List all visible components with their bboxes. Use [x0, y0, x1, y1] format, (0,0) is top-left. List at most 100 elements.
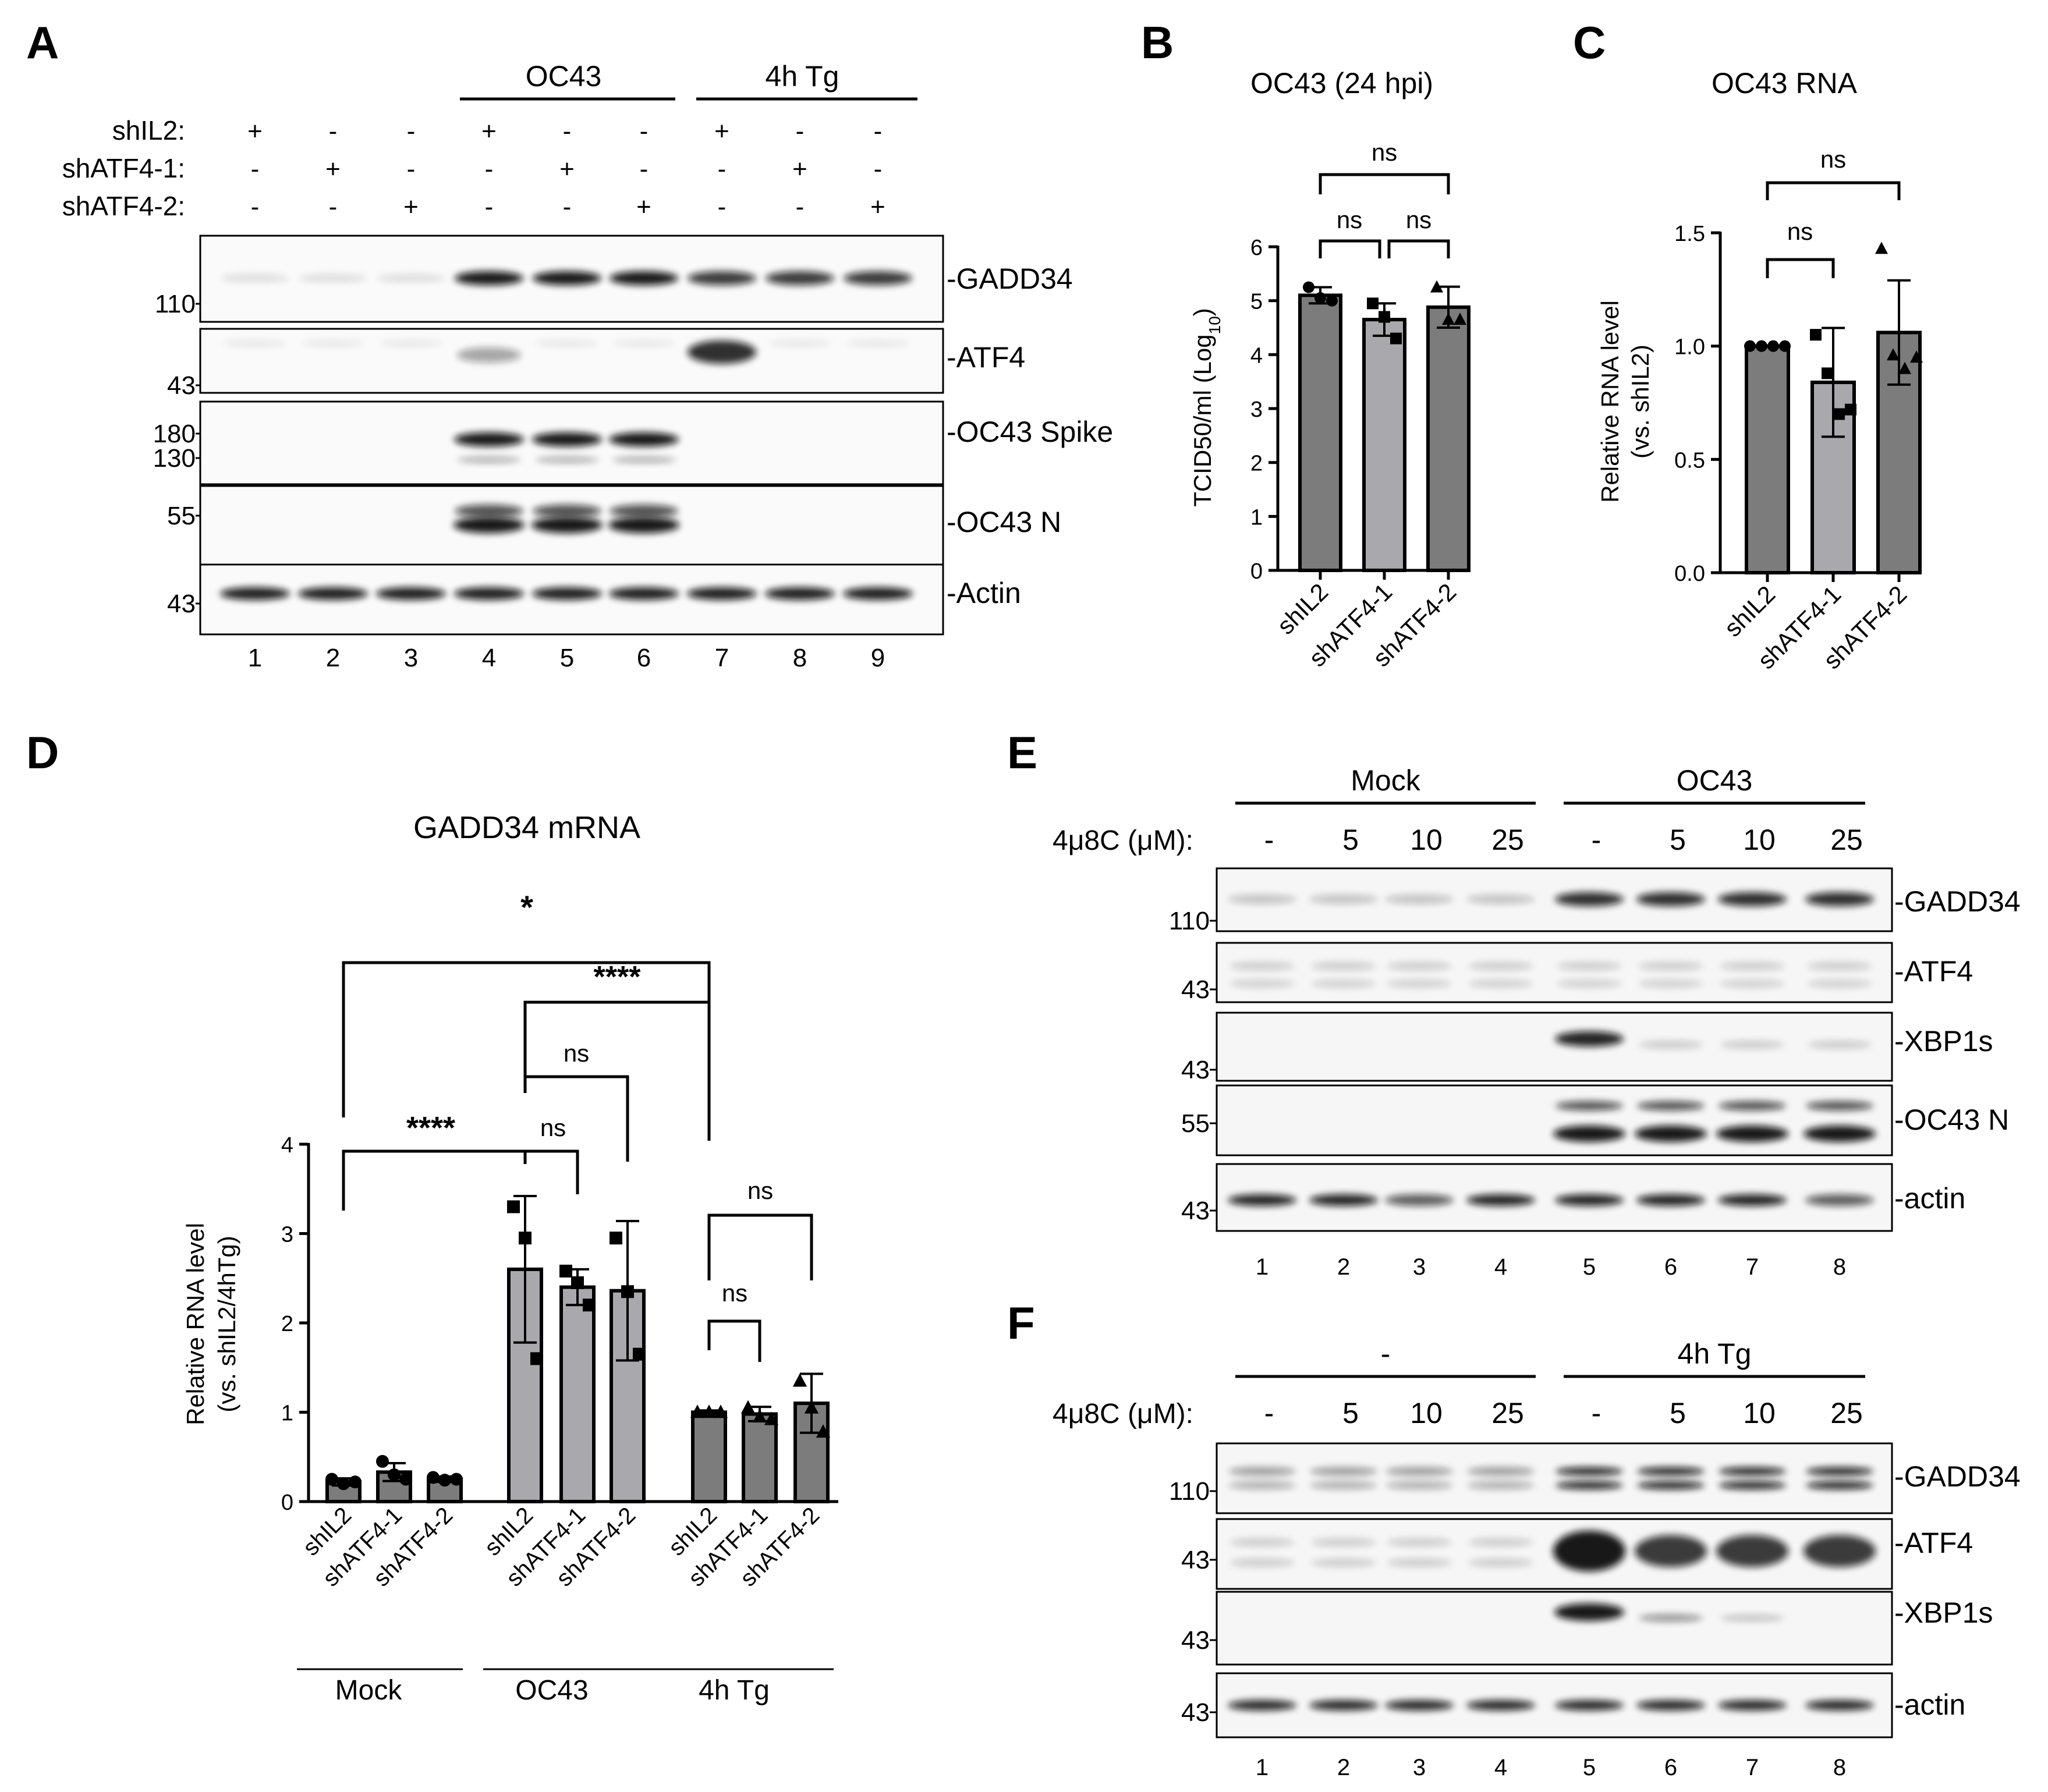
sign-mark: - — [796, 193, 805, 221]
band-actin — [1555, 1194, 1624, 1206]
bar — [742, 1412, 778, 1504]
band-oc43-n — [453, 517, 525, 533]
band-atf4 — [535, 340, 599, 347]
band-gadd34 — [1805, 892, 1874, 906]
band-atf4 — [1311, 962, 1376, 970]
band-atf4 — [1468, 980, 1533, 988]
y-tick-label: 1 — [1250, 505, 1263, 530]
data-point — [1430, 280, 1443, 293]
lane-number: 2 — [326, 644, 340, 672]
band-xbp1s — [1720, 1615, 1784, 1621]
y-axis-label-line: (vs. shIL2/4hTg) — [213, 1236, 240, 1412]
mw-marker: 43 — [1181, 1056, 1210, 1084]
band-actin — [1718, 1194, 1787, 1206]
row-label: shIL2: — [112, 115, 185, 146]
sign-mark: - — [874, 155, 883, 183]
data-point — [559, 1264, 572, 1278]
lane-number: 2 — [1337, 1755, 1350, 1780]
band-atf4 — [1803, 1535, 1876, 1567]
sign-mark: - — [251, 193, 260, 221]
y-axis-label-line: Relative RNA level — [1596, 300, 1624, 503]
sign-mark: + — [559, 155, 575, 183]
band-gadd34 — [610, 271, 678, 285]
blot-box — [1216, 942, 1893, 1003]
band-oc43-n — [1719, 1101, 1786, 1110]
lane-number: 5 — [1583, 1254, 1596, 1280]
dose-value: 10 — [1410, 824, 1443, 856]
dose-value: 5 — [1342, 824, 1359, 856]
lane-number: 8 — [793, 644, 807, 672]
band-actin — [1636, 1194, 1705, 1206]
data-point — [1454, 313, 1466, 325]
dose-value: 25 — [1491, 824, 1524, 856]
data-point — [571, 1276, 584, 1289]
sig-label: **** — [594, 960, 642, 994]
sig-bracket — [523, 1075, 629, 1162]
dose-value: 5 — [1670, 1397, 1686, 1429]
band-gadd34 — [1310, 1481, 1377, 1489]
data-point — [633, 1347, 646, 1361]
lane-number: 6 — [1664, 1755, 1677, 1780]
dose-value: 10 — [1410, 1397, 1443, 1429]
sig-bracket — [1319, 239, 1381, 258]
data-point — [1887, 348, 1900, 361]
y-tick-label: 6 — [1250, 236, 1263, 260]
blot-box — [1216, 1012, 1893, 1082]
y-tick-label: 3 — [1250, 398, 1263, 422]
band-gadd34 — [533, 271, 601, 285]
data-point — [337, 1477, 350, 1491]
band-atf4 — [1229, 1538, 1295, 1546]
lane-number: 5 — [560, 644, 574, 672]
data-point — [764, 1411, 779, 1425]
panel-letter: F — [1007, 1297, 1035, 1349]
band-oc43-spike — [454, 432, 524, 446]
lane-number: 9 — [871, 644, 885, 672]
data-point — [1767, 340, 1779, 352]
data-point — [349, 1475, 362, 1489]
sign-mark: + — [247, 117, 263, 146]
data-point — [519, 1232, 532, 1245]
lane-number: 7 — [1746, 1755, 1759, 1780]
band-actin — [1309, 1700, 1378, 1711]
blot-label: -OC43 N — [947, 506, 1061, 538]
band-gadd34 — [1556, 1481, 1623, 1489]
band-atf4 — [1387, 1559, 1452, 1567]
band-atf4 — [1716, 1535, 1788, 1567]
band-xbp1s — [1720, 1041, 1784, 1049]
panel-letter: E — [1007, 727, 1037, 778]
data-point — [376, 1454, 389, 1468]
y-axis-label-line: Relative RNA level — [182, 1223, 209, 1425]
y-axis-label: TCID50/ml (Log10) — [1189, 308, 1224, 507]
mw-marker: 43 — [167, 371, 196, 400]
blot-label: -actin — [1894, 1688, 1965, 1721]
group-label: OC43 — [526, 60, 602, 93]
band-gadd34 — [1228, 1467, 1296, 1475]
band-atf4 — [1638, 962, 1703, 970]
band-xbp1s — [1808, 1041, 1872, 1049]
y-axis-label: Relative RNA level (vs. shIL2/4hTg) — [182, 1223, 240, 1425]
band-gadd34 — [1718, 892, 1787, 906]
band-atf4 — [1468, 1538, 1533, 1546]
dose-value: 5 — [1670, 824, 1686, 856]
data-point — [816, 1424, 831, 1438]
band-oc43-n — [1803, 1126, 1876, 1142]
data-point — [1875, 242, 1888, 254]
band-atf4 — [1468, 962, 1533, 970]
lane-number: 5 — [1583, 1755, 1596, 1780]
data-point — [399, 1472, 412, 1486]
sign-mark: - — [718, 155, 727, 183]
band-actin — [1309, 1194, 1378, 1206]
band-gadd34 — [1556, 1467, 1623, 1475]
band-atf4 — [1311, 980, 1376, 988]
dose-value: 25 — [1830, 1397, 1863, 1429]
band-actin — [532, 587, 602, 600]
band-atf4 — [1720, 980, 1785, 988]
band-oc43-spike — [535, 457, 599, 463]
data-point — [1898, 361, 1911, 374]
lane-number: 6 — [637, 644, 651, 672]
band-oc43-n — [608, 517, 679, 533]
sig-label: ns — [540, 1114, 566, 1141]
y-tick-label: 4 — [1250, 343, 1263, 368]
y-tick-label: 1 — [281, 1401, 293, 1426]
